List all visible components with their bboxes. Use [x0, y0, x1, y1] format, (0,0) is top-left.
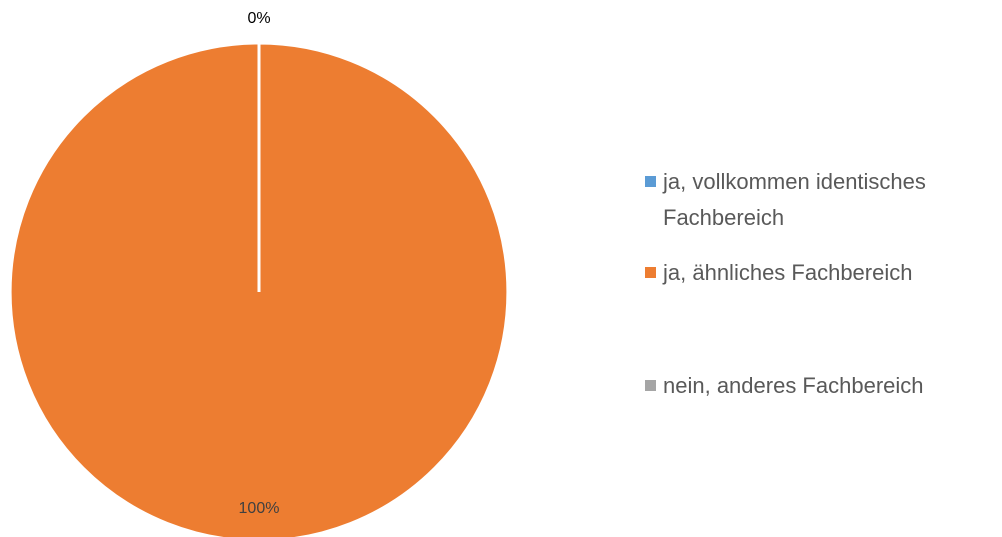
legend-item: ja, ähnliches Fachbereich [645, 255, 975, 291]
legend-swatch [645, 380, 656, 391]
data-label: 100% [239, 500, 280, 517]
legend-label: ja, vollkommen identisches Fachbereich [663, 169, 926, 230]
data-label: 0% [247, 10, 270, 27]
legend-item: nein, anderes Fachbereich [645, 368, 975, 404]
legend-label: nein, anderes Fachbereich [663, 373, 924, 398]
legend-swatch [645, 267, 656, 278]
legend-swatch [645, 176, 656, 187]
legend-label: ja, ähnliches Fachbereich [663, 260, 913, 285]
legend-item: ja, vollkommen identisches Fachbereich [645, 164, 975, 236]
